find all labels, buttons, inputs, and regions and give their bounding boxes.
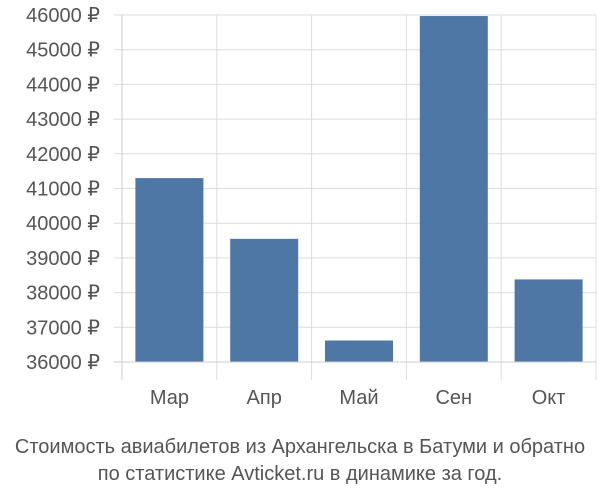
- y-tick-label: 40000 ₽: [26, 213, 100, 235]
- x-tick-label: Апр: [247, 387, 282, 409]
- bar-4: [419, 16, 488, 362]
- y-tick-label: 37000 ₽: [26, 317, 100, 339]
- y-tick-label: 39000 ₽: [26, 248, 100, 270]
- y-tick-label: 42000 ₽: [26, 144, 100, 166]
- x-tick-label: Сен: [435, 387, 472, 409]
- bar-2: [230, 238, 299, 362]
- x-tick-label: Мар: [150, 387, 189, 409]
- y-tick-label: 36000 ₽: [26, 352, 100, 374]
- y-tick-label: 41000 ₽: [26, 179, 100, 201]
- chart-caption-line-2: по статистике Avticket.ru в динамике за …: [97, 463, 503, 485]
- x-tick-label: Май: [339, 387, 378, 409]
- bar-chart: 36000 ₽ 37000 ₽ 38000 ₽ 39000 ₽ 40000 ₽ 41000…: [26, 5, 597, 409]
- bar-1: [135, 178, 204, 362]
- y-tick-label: 45000 ₽: [26, 40, 100, 62]
- y-tick-label: 38000 ₽: [26, 283, 100, 305]
- y-tick-label: 44000 ₽: [26, 74, 100, 96]
- bar-3: [325, 340, 393, 362]
- chart-caption-line-1: Стоимость авиабилетов из Архангельска в …: [14, 436, 586, 458]
- y-tick-label: 43000 ₽: [26, 109, 100, 131]
- bar-5: [514, 279, 583, 362]
- y-tick-label: 46000 ₽: [26, 5, 100, 27]
- x-tick-label: Окт: [532, 387, 566, 409]
